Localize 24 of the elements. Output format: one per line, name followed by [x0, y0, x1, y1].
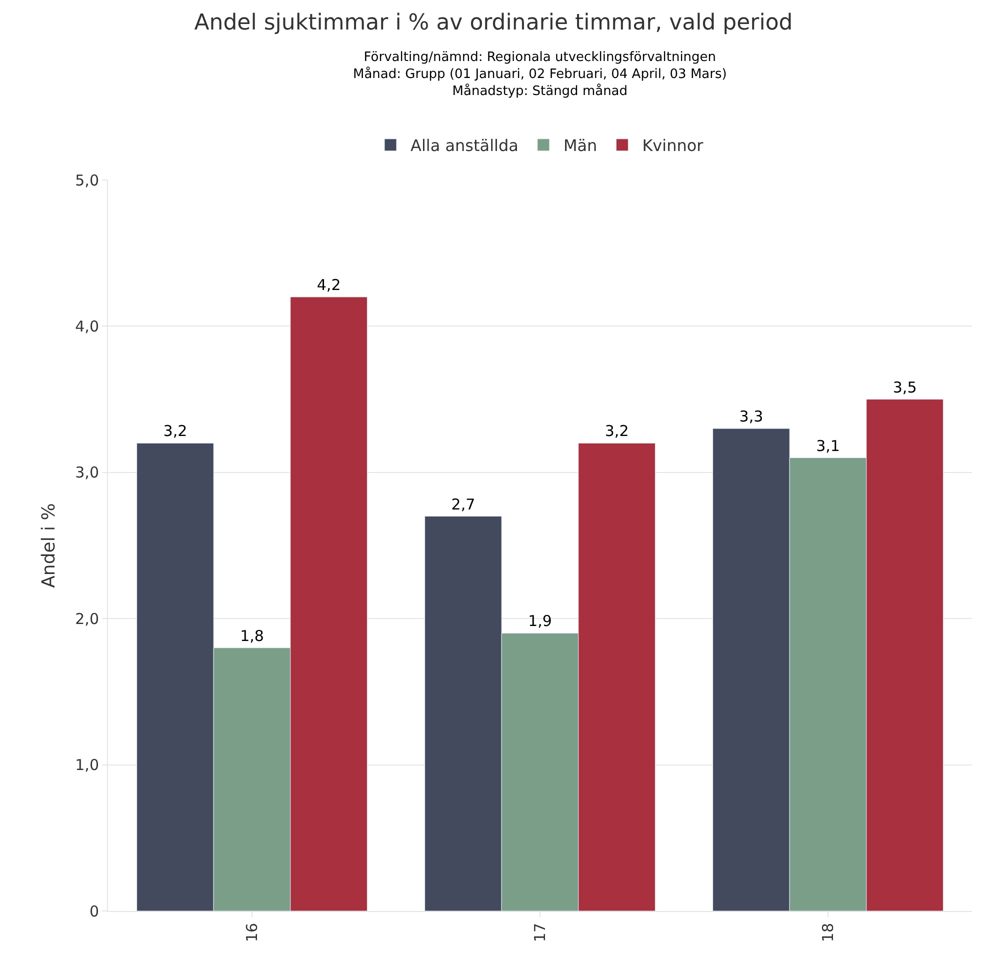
data-label: 3,1 [816, 436, 840, 455]
y-tick-label: 2,0 [75, 610, 99, 628]
y-tick-label: 3,0 [75, 464, 99, 482]
y-axis-title: Andel i % [38, 503, 60, 588]
y-tick-label: 1,0 [75, 756, 99, 774]
y-tick-label: 5,0 [75, 171, 99, 190]
legend-label: Kvinnor [642, 136, 704, 156]
y-tick-label: 0 [89, 902, 99, 920]
data-label: 3,2 [163, 422, 188, 440]
data-label: 3,3 [739, 408, 764, 426]
data-label: 1,8 [240, 626, 264, 645]
data-label: 3,5 [892, 378, 917, 396]
chart-subtitle: Förvalting/nämnd: Regionala utvecklingsförvaltningen Månad: Grupp (01 Januari, 02 Februari, 04 April, 03 Mars) Månadstyp: Stängd månad [353, 50, 727, 99]
chart-title: Andel sjuktimmar i % av ordinarie timmar, vald period [194, 10, 793, 36]
data-label: 1,9 [528, 612, 552, 630]
x-tick-label: 17 [530, 923, 549, 942]
legend-label: Män [563, 136, 598, 156]
x-tick-label: 18 [818, 923, 837, 942]
data-label: 3,2 [604, 422, 629, 440]
legend-label: Alla anställda [410, 136, 518, 156]
y-tick-label: 4,0 [75, 317, 99, 336]
data-label: 4,2 [316, 276, 341, 294]
data-label: 2,7 [451, 495, 476, 514]
x-tick-label: 16 [242, 923, 261, 942]
